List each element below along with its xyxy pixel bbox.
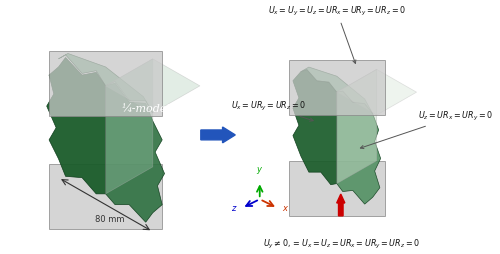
Polygon shape [106, 59, 153, 194]
Text: $U_z = UR_x = UR_y = 0$: $U_z = UR_x = UR_y = 0$ [360, 109, 494, 149]
Polygon shape [337, 91, 380, 204]
Polygon shape [289, 60, 384, 115]
Text: 80 mm: 80 mm [96, 215, 125, 224]
Polygon shape [106, 59, 200, 113]
Text: $U_x = UR_y = UR_z = 0$: $U_x = UR_y = UR_z = 0$ [232, 100, 313, 121]
Polygon shape [289, 161, 384, 216]
FancyArrow shape [201, 127, 235, 143]
Text: $z$: $z$ [230, 204, 237, 213]
Text: $U_x = U_y = U_z = UR_x = UR_y = UR_z = 0$: $U_x = U_y = U_z = UR_x = UR_y = UR_z = … [268, 5, 406, 64]
Text: ¼-model: ¼-model [121, 104, 170, 114]
Polygon shape [337, 69, 376, 184]
Polygon shape [301, 67, 372, 114]
Text: $U_y \neq 0, = U_x = U_z = UR_x = UR_y = UR_z = 0$: $U_y \neq 0, = U_x = U_z = UR_x = UR_y =… [263, 238, 420, 251]
Polygon shape [58, 53, 153, 113]
FancyArrow shape [336, 194, 345, 216]
Text: $y$: $y$ [256, 165, 264, 177]
Polygon shape [293, 70, 337, 185]
Polygon shape [337, 69, 416, 115]
Polygon shape [49, 164, 162, 229]
Polygon shape [106, 83, 164, 222]
Text: $x$: $x$ [282, 204, 290, 213]
Polygon shape [46, 57, 106, 194]
Polygon shape [49, 51, 162, 116]
